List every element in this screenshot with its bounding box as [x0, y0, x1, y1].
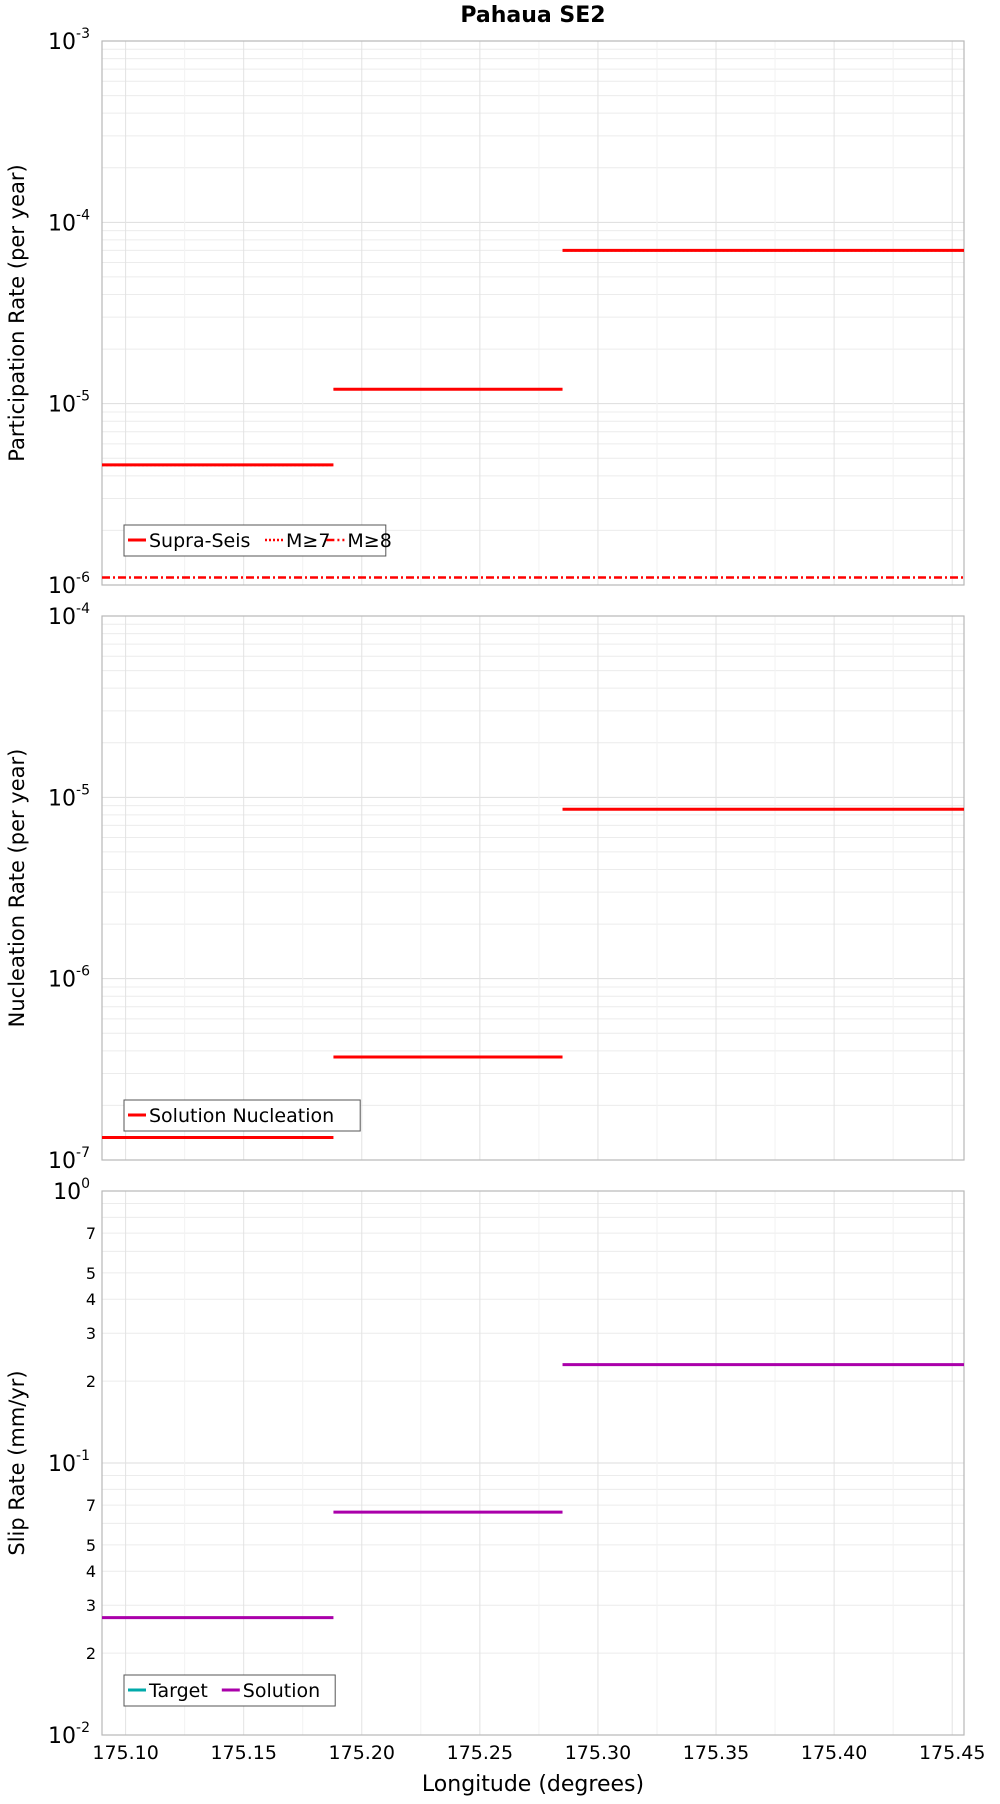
y-minor-tick-label: 4: [86, 1290, 96, 1309]
legend-box: [123, 524, 387, 557]
x-tick-label: 175.35: [683, 1742, 749, 1764]
plot-area: [102, 616, 964, 1160]
y-minor-tick-label: 5: [86, 1536, 96, 1555]
y-minor-tick-label: 3: [86, 1596, 96, 1615]
x-tick-label: 175.10: [92, 1742, 158, 1764]
x-tick-label: 175.45: [919, 1742, 985, 1764]
x-axis-label: Longitude (degrees): [422, 1772, 644, 1797]
x-tick-label: 175.20: [329, 1742, 395, 1764]
plot-frame: [101, 40, 965, 586]
x-tick-label: 175.40: [801, 1742, 867, 1764]
legend-label: Target: [148, 1680, 208, 1702]
y-tick-label: 10-5: [48, 389, 90, 418]
y-tick-label: 10-6: [48, 570, 90, 599]
y-minor-tick-label: 2: [86, 1644, 96, 1663]
y-tick-label: 10-4: [48, 207, 90, 236]
legend-label: Supra-Seis: [149, 530, 250, 552]
plot-frame: [101, 615, 965, 1161]
y-minor-tick-label: 7: [86, 1224, 96, 1243]
legend-label: M≥7: [286, 530, 330, 552]
y-tick-label: 10-6: [48, 964, 90, 993]
plot-frame: [101, 1190, 965, 1736]
legend-label: M≥8: [347, 530, 391, 552]
legend-label: Solution: [243, 1680, 320, 1702]
y-minor-tick-label: 5: [86, 1264, 96, 1283]
legend-label: Solution Nucleation: [149, 1105, 334, 1127]
y-tick-label: 10-3: [48, 26, 90, 55]
chart-title: Pahaua SE2: [460, 3, 605, 28]
y-tick-label: 10-1: [48, 1448, 90, 1477]
y-axis-label: Nucleation Rate (per year): [5, 749, 29, 1028]
y-tick-label: 10-2: [48, 1720, 90, 1749]
y-minor-tick-label: 2: [86, 1372, 96, 1391]
y-minor-tick-label: 3: [86, 1324, 96, 1343]
x-tick-label: 175.25: [447, 1742, 513, 1764]
y-tick-label: 10-7: [48, 1145, 90, 1174]
y-tick-label: 10-4: [48, 601, 90, 630]
x-tick-label: 175.30: [565, 1742, 631, 1764]
y-axis-label: Participation Rate (per year): [5, 164, 29, 461]
x-tick-label: 175.15: [210, 1742, 276, 1764]
legend-box: [123, 1099, 361, 1132]
y-tick-label: 100: [53, 1176, 90, 1205]
y-tick-label: 10-5: [48, 782, 90, 811]
plot-area: [102, 41, 964, 585]
y-minor-tick-label: 7: [86, 1496, 96, 1515]
y-minor-tick-label: 4: [86, 1562, 96, 1581]
y-axis-label: Slip Rate (mm/yr): [5, 1370, 29, 1555]
